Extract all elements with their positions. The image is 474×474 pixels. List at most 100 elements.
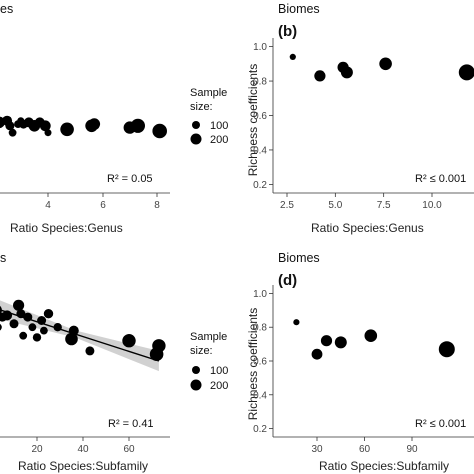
panel-d-xtick-label: 90 bbox=[406, 444, 418, 455]
panel-c-point-14 bbox=[53, 323, 62, 332]
panel-d-ytick-label: 0.6 bbox=[253, 357, 267, 368]
panel-a-title: es bbox=[0, 2, 13, 16]
panel-d-xtick-label: 30 bbox=[311, 444, 323, 455]
panel-a-point-2 bbox=[5, 121, 15, 131]
legend-label-100: 100 bbox=[210, 365, 228, 377]
panel-c-point-16 bbox=[68, 325, 79, 336]
panel-c-point-7 bbox=[19, 331, 28, 340]
panel-b-ytick-label: 0.8 bbox=[253, 77, 267, 88]
panel-c-point-3 bbox=[2, 310, 13, 321]
panel-c-point-17 bbox=[85, 346, 95, 356]
panel-d-title: Biomes bbox=[278, 251, 320, 265]
legend-title-line2: size: bbox=[190, 101, 213, 113]
panel-b-letter: (b) bbox=[278, 23, 297, 40]
panel-a-point-17 bbox=[152, 123, 167, 139]
panel-b-ytick-label: 1.0 bbox=[253, 42, 267, 53]
panel-c-xtick-label: 40 bbox=[77, 444, 89, 455]
panel-d-r2: R² ≤ 0.001 bbox=[415, 418, 466, 430]
panel-d-ytick-label: 0.4 bbox=[253, 390, 267, 401]
panel-c-point-15 bbox=[65, 332, 78, 346]
panel-d-point-3 bbox=[334, 336, 347, 349]
panel-b-point-0 bbox=[289, 53, 296, 61]
panel-c-point-5 bbox=[13, 299, 25, 311]
panel-c-point-18 bbox=[122, 334, 136, 348]
panel-b-xtick-label: 2.5 bbox=[280, 200, 294, 211]
legend-top: Sample size: 100 200 bbox=[190, 87, 228, 146]
panel-b-points bbox=[289, 53, 474, 82]
legend-dot-large bbox=[190, 379, 202, 391]
panel-b-xtick-label: 5.0 bbox=[328, 200, 342, 211]
panel-b-point-1 bbox=[314, 70, 326, 82]
panel-c-point-4 bbox=[9, 319, 19, 329]
panel-a-point-9 bbox=[39, 120, 51, 132]
panel-a-point-10 bbox=[8, 128, 17, 137]
panel-b-point-4 bbox=[379, 57, 392, 71]
panel-c-point-0 bbox=[0, 305, 2, 315]
panel-a: es 4 6 8 R² = 0.05 Ratio Species:Genus bbox=[0, 2, 170, 235]
panel-c-title: s bbox=[0, 251, 6, 265]
panel-a-r2: R² = 0.05 bbox=[107, 173, 153, 185]
panel-b-ylabel: Richness coefficients bbox=[246, 64, 260, 177]
panel-d-yticks: 0.2 0.4 0.6 0.8 1.0 bbox=[253, 289, 273, 435]
panel-c-points bbox=[0, 299, 166, 362]
panel-b-xticks: 2.5 5.0 7.5 10.0 bbox=[280, 193, 442, 211]
panel-b-r2: R² ≤ 0.001 bbox=[415, 173, 466, 185]
panel-c-point-9 bbox=[28, 323, 37, 332]
panel-c-point-10 bbox=[32, 333, 42, 342]
panel-d-xticks: 30 60 90 bbox=[311, 437, 418, 455]
panel-c-point-20 bbox=[152, 339, 166, 353]
panel-a-xtick-label: 4 bbox=[45, 200, 51, 211]
panel-d-point-4 bbox=[364, 329, 378, 343]
panel-d-point-0 bbox=[293, 319, 300, 326]
panel-c-xtick-label: 60 bbox=[123, 444, 135, 455]
panel-a-point-11 bbox=[44, 129, 52, 137]
legend-label-100: 100 bbox=[210, 120, 228, 132]
panel-d: Biomes (d) Richness coefficients 0.20.40… bbox=[246, 251, 474, 473]
panel-b: Biomes (b) Richness coefficients 0.2 0.4 0… bbox=[246, 2, 474, 235]
panel-b-title: Biomes bbox=[278, 2, 320, 16]
panel-d-ytick-label: 0.8 bbox=[253, 323, 267, 334]
panel-c-point-13 bbox=[43, 309, 54, 319]
panel-b-xtick-label: 10.0 bbox=[422, 200, 442, 211]
panel-c-point-12 bbox=[40, 326, 48, 335]
panel-c-xlabel: Ratio Species:Subfamily bbox=[18, 459, 148, 473]
panel-b-ytick-label: 0.4 bbox=[253, 145, 267, 156]
panel-c-point-11 bbox=[37, 316, 47, 325]
panel-b-point-5 bbox=[458, 64, 474, 81]
panel-d-ylabel: Richness coefficients bbox=[246, 308, 260, 421]
panel-b-ytick-label: 0.6 bbox=[253, 111, 267, 122]
panel-c-point-1 bbox=[0, 323, 2, 331]
panel-d-point-5 bbox=[438, 341, 455, 358]
panel-d-point-2 bbox=[320, 335, 333, 347]
panel-a-xticks: 4 6 8 bbox=[45, 193, 160, 211]
panel-c-xticks: 20 40 60 bbox=[31, 437, 135, 455]
panel-d-points bbox=[293, 319, 455, 360]
legend-dot-large bbox=[190, 133, 202, 145]
panel-d-ytick-label: 1.0 bbox=[253, 289, 267, 300]
panel-d-letter: (d) bbox=[278, 272, 297, 289]
panel-c-point-6 bbox=[16, 309, 26, 319]
panel-b-xtick-label: 7.5 bbox=[377, 200, 391, 211]
panel-d-ytick-label: 0.2 bbox=[253, 424, 267, 435]
legend-title-line2: size: bbox=[190, 345, 213, 357]
panel-a-xtick-label: 6 bbox=[100, 200, 106, 211]
legend-bottom: Sample size: 100 200 bbox=[190, 331, 228, 392]
panel-a-xlabel: Ratio Species:Genus bbox=[10, 221, 123, 235]
panel-d-point-1 bbox=[311, 348, 323, 360]
legend-title-line1: Sample bbox=[190, 87, 227, 99]
legend-dot-small bbox=[192, 121, 200, 129]
panel-b-point-3 bbox=[340, 66, 353, 79]
panel-a-points bbox=[0, 115, 167, 139]
panel-a-point-16 bbox=[130, 118, 145, 133]
panel-c-point-8 bbox=[23, 312, 33, 322]
panel-b-xlabel: Ratio Species:Genus bbox=[311, 221, 424, 235]
panel-b-ytick-label: 0.2 bbox=[253, 180, 267, 191]
panel-c-xtick-label: 20 bbox=[31, 444, 43, 455]
panel-c-r2: R² = 0.41 bbox=[108, 418, 154, 430]
legend-label-200: 200 bbox=[210, 380, 228, 392]
panel-c: s 20 40 60 R² = 0.41 Ratio Species:Subfa… bbox=[0, 251, 170, 473]
panel-a-point-14 bbox=[88, 118, 101, 130]
panel-d-xlabel: Ratio Species:Subfamily bbox=[319, 459, 449, 473]
legend-dot-small bbox=[192, 366, 200, 374]
